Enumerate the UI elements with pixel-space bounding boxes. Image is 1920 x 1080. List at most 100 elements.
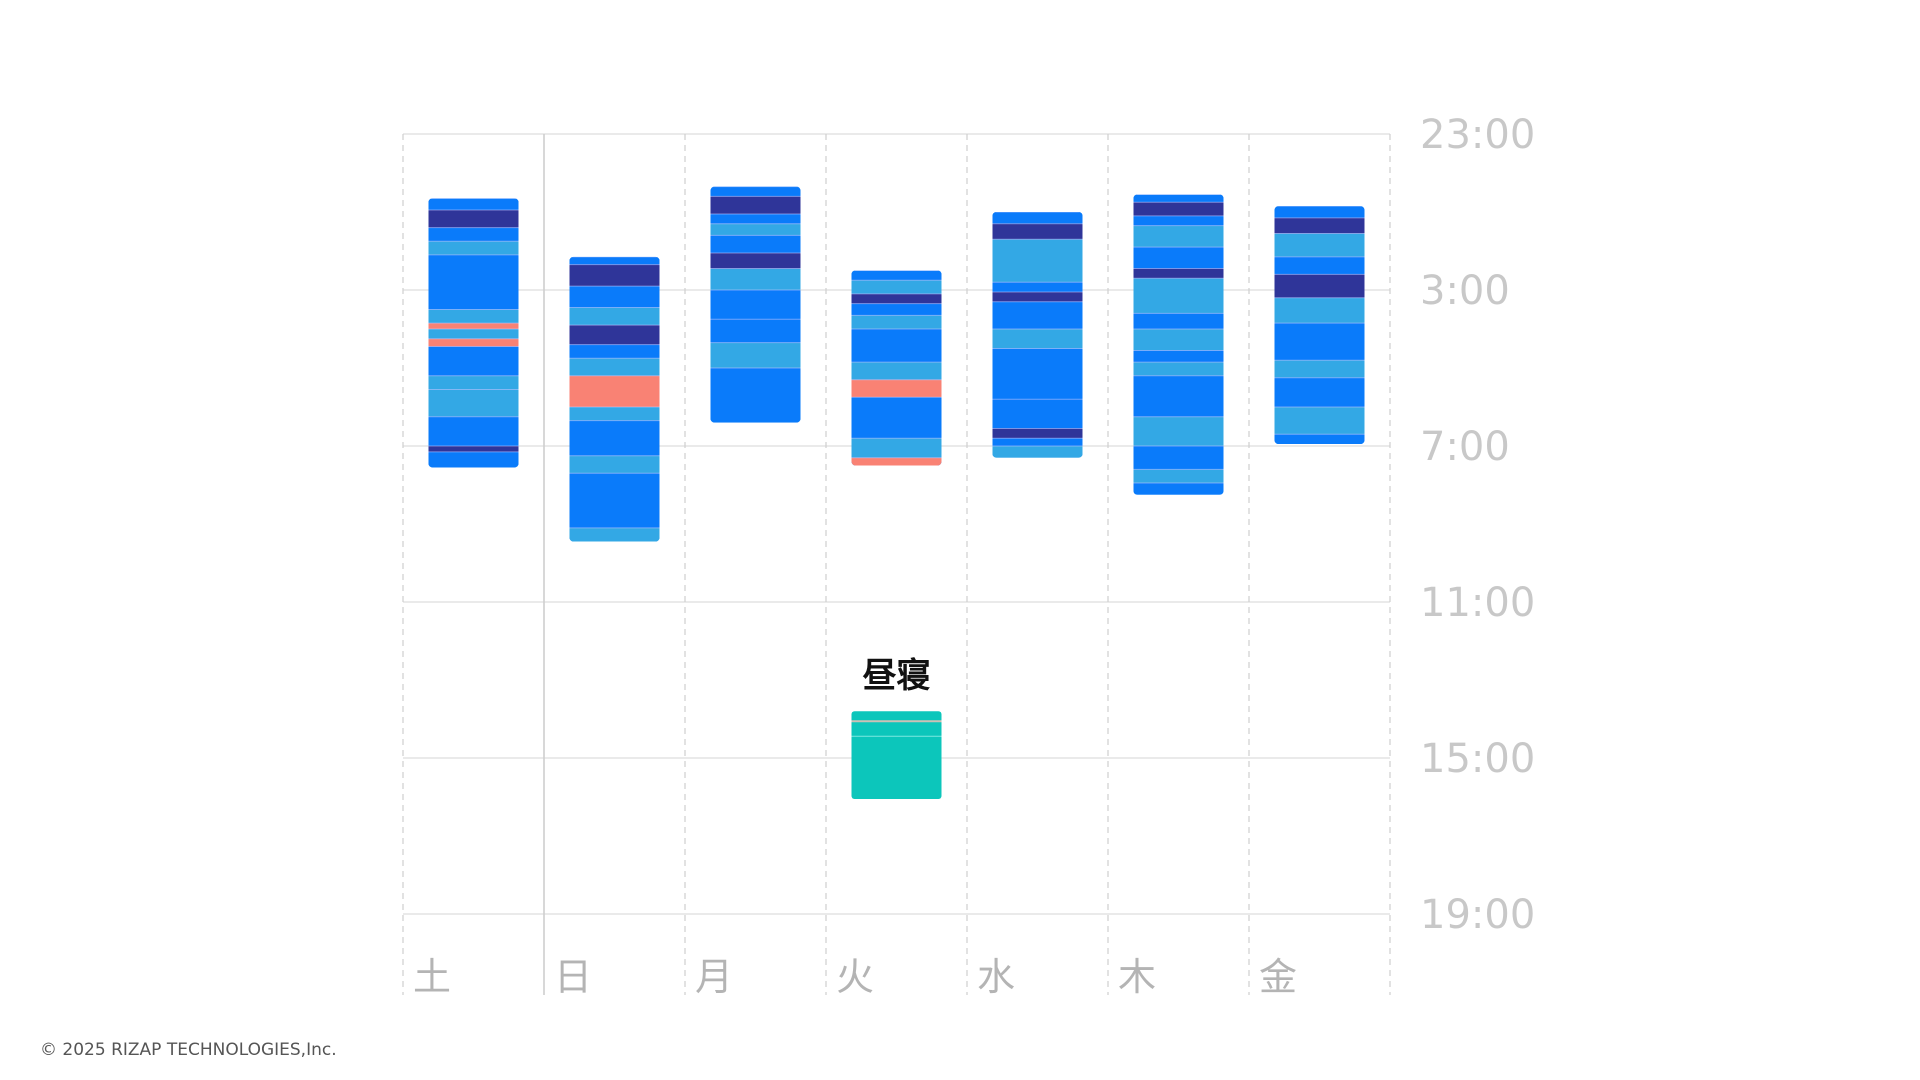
sleep-session <box>992 212 1083 458</box>
sleep-stage-light <box>428 254 519 310</box>
sleep-stage-light <box>710 235 801 253</box>
sleep-stage-rem <box>1133 278 1224 314</box>
sleep-stage-rem <box>1133 362 1224 376</box>
sleep-stage-rem <box>710 223 801 236</box>
sleep-stage-light <box>1133 350 1224 363</box>
sleep-stage-light <box>1133 215 1224 226</box>
y-tick-label: 15:00 <box>1420 736 1535 782</box>
sleep-stage-rem <box>1274 360 1365 378</box>
sleep-stage-light <box>710 368 801 423</box>
sleep-stage-light <box>569 473 660 528</box>
day-label: 火 <box>836 955 874 999</box>
sleep-stage-light <box>428 346 519 376</box>
sleep-stage-deep <box>1274 274 1365 298</box>
sleep-stage-deep <box>569 264 660 287</box>
day-label: 月 <box>695 955 733 999</box>
sleep-stage-awake <box>428 323 519 329</box>
sleep-stage-awake <box>428 338 519 347</box>
sleep-stage-rem <box>992 446 1083 458</box>
sleep-stage-light <box>428 227 519 242</box>
sleep-stage-rem <box>569 527 660 542</box>
sleep-stage-rem <box>569 455 660 474</box>
sleep-stage-light <box>992 399 1083 429</box>
sleep-stage-light <box>1133 194 1224 203</box>
sleep-session <box>710 186 801 423</box>
sleep-stage-light <box>851 303 942 316</box>
sleep-stage-rem <box>992 239 1083 283</box>
sleep-stage-deep <box>992 223 1083 240</box>
sleep-stage-light <box>569 420 660 456</box>
day-label: 木 <box>1118 955 1156 999</box>
sleep-stage-light <box>1133 313 1224 329</box>
sleep-session <box>1133 194 1224 495</box>
sleep-stage-light <box>1133 446 1224 470</box>
sleep-stage-rem <box>1133 329 1224 351</box>
day-label: 金 <box>1259 955 1297 999</box>
y-tick-label: 11:00 <box>1420 580 1535 626</box>
y-tick-label: 7:00 <box>1420 424 1510 470</box>
nap-label: 昼寝 <box>863 656 931 696</box>
day-label: 水 <box>977 955 1015 999</box>
sleep-stage-awake <box>569 375 660 407</box>
sleep-stage-light <box>992 282 1083 292</box>
sleep-session <box>851 270 942 466</box>
sleep-stage-deep <box>992 291 1083 302</box>
sleep-stage-rem <box>1133 225 1224 248</box>
sleep-stage-deep <box>1133 202 1224 216</box>
sleep-stage-deep <box>710 196 801 214</box>
sleep-stage-rem <box>428 329 519 339</box>
sleep-stage-rem <box>851 280 942 294</box>
day-label: 土 <box>413 955 451 999</box>
sleep-stage-rem <box>851 362 942 380</box>
sleep-stage-rem <box>428 241 519 255</box>
sleep-stage-light <box>992 348 1083 400</box>
sleep-stage-rem <box>428 389 519 417</box>
sleep-stage-rem <box>569 407 660 421</box>
sleep-stage-light <box>1133 247 1224 269</box>
sleep-stage-deep <box>1274 217 1365 234</box>
sleep-stage-light <box>851 397 942 439</box>
sleep-stage-light <box>1274 434 1365 445</box>
sleep-stage-deep <box>851 293 942 304</box>
sleep-stage-light <box>710 290 801 320</box>
sleep-stage-rem <box>1274 297 1365 324</box>
sleep-stage-light <box>851 270 942 281</box>
sleep-session <box>1274 206 1365 445</box>
sleep-stage-deep <box>428 210 519 228</box>
sleep-stage-rem <box>428 309 519 324</box>
sleep-stage-rem <box>710 268 801 290</box>
sleep-stage-light <box>1274 206 1365 218</box>
sleep-stage-light <box>992 438 1083 446</box>
sleep-session <box>428 198 519 468</box>
sleep-session <box>569 256 660 542</box>
sleep-stage-light <box>710 213 801 224</box>
sleep-stage-rem <box>851 315 942 329</box>
y-tick-label: 19:00 <box>1420 892 1535 938</box>
sleep-stage-light <box>428 198 519 211</box>
sleep-stage-light <box>1274 377 1365 407</box>
sleep-stage-light <box>569 256 660 265</box>
sleep-stage-awake <box>851 379 942 398</box>
sleep-stage-light <box>851 329 942 363</box>
sleep-stage-rem <box>1274 407 1365 435</box>
sleep-stage-rem <box>710 342 801 368</box>
sleep-stage-light <box>710 319 801 343</box>
sleep-stage-light <box>1133 483 1224 495</box>
sleep-bars <box>428 186 1365 799</box>
copyright-notice: © 2025 RIZAP TECHNOLOGIES,Inc. <box>40 1040 337 1060</box>
grid <box>402 133 1391 995</box>
sleep-stage-deep <box>710 252 801 269</box>
y-tick-label: 3:00 <box>1420 268 1510 314</box>
sleep-stage-rem <box>851 438 942 458</box>
y-axis-ticks: 23:00 3:00 7:00 11:00 15:00 19:00 <box>1420 112 1535 938</box>
day-label: 日 <box>554 955 592 999</box>
sleep-stage-rem <box>569 307 660 326</box>
sleep-stage-light <box>992 212 1083 224</box>
sleep-stage-light <box>1133 375 1224 417</box>
sleep-stage-light <box>569 286 660 308</box>
sleep-stage-rem <box>428 375 519 390</box>
sleep-stage-light <box>1274 256 1365 275</box>
sleep-stage-rem <box>1133 416 1224 446</box>
sleep-stage-rem <box>1133 469 1224 484</box>
